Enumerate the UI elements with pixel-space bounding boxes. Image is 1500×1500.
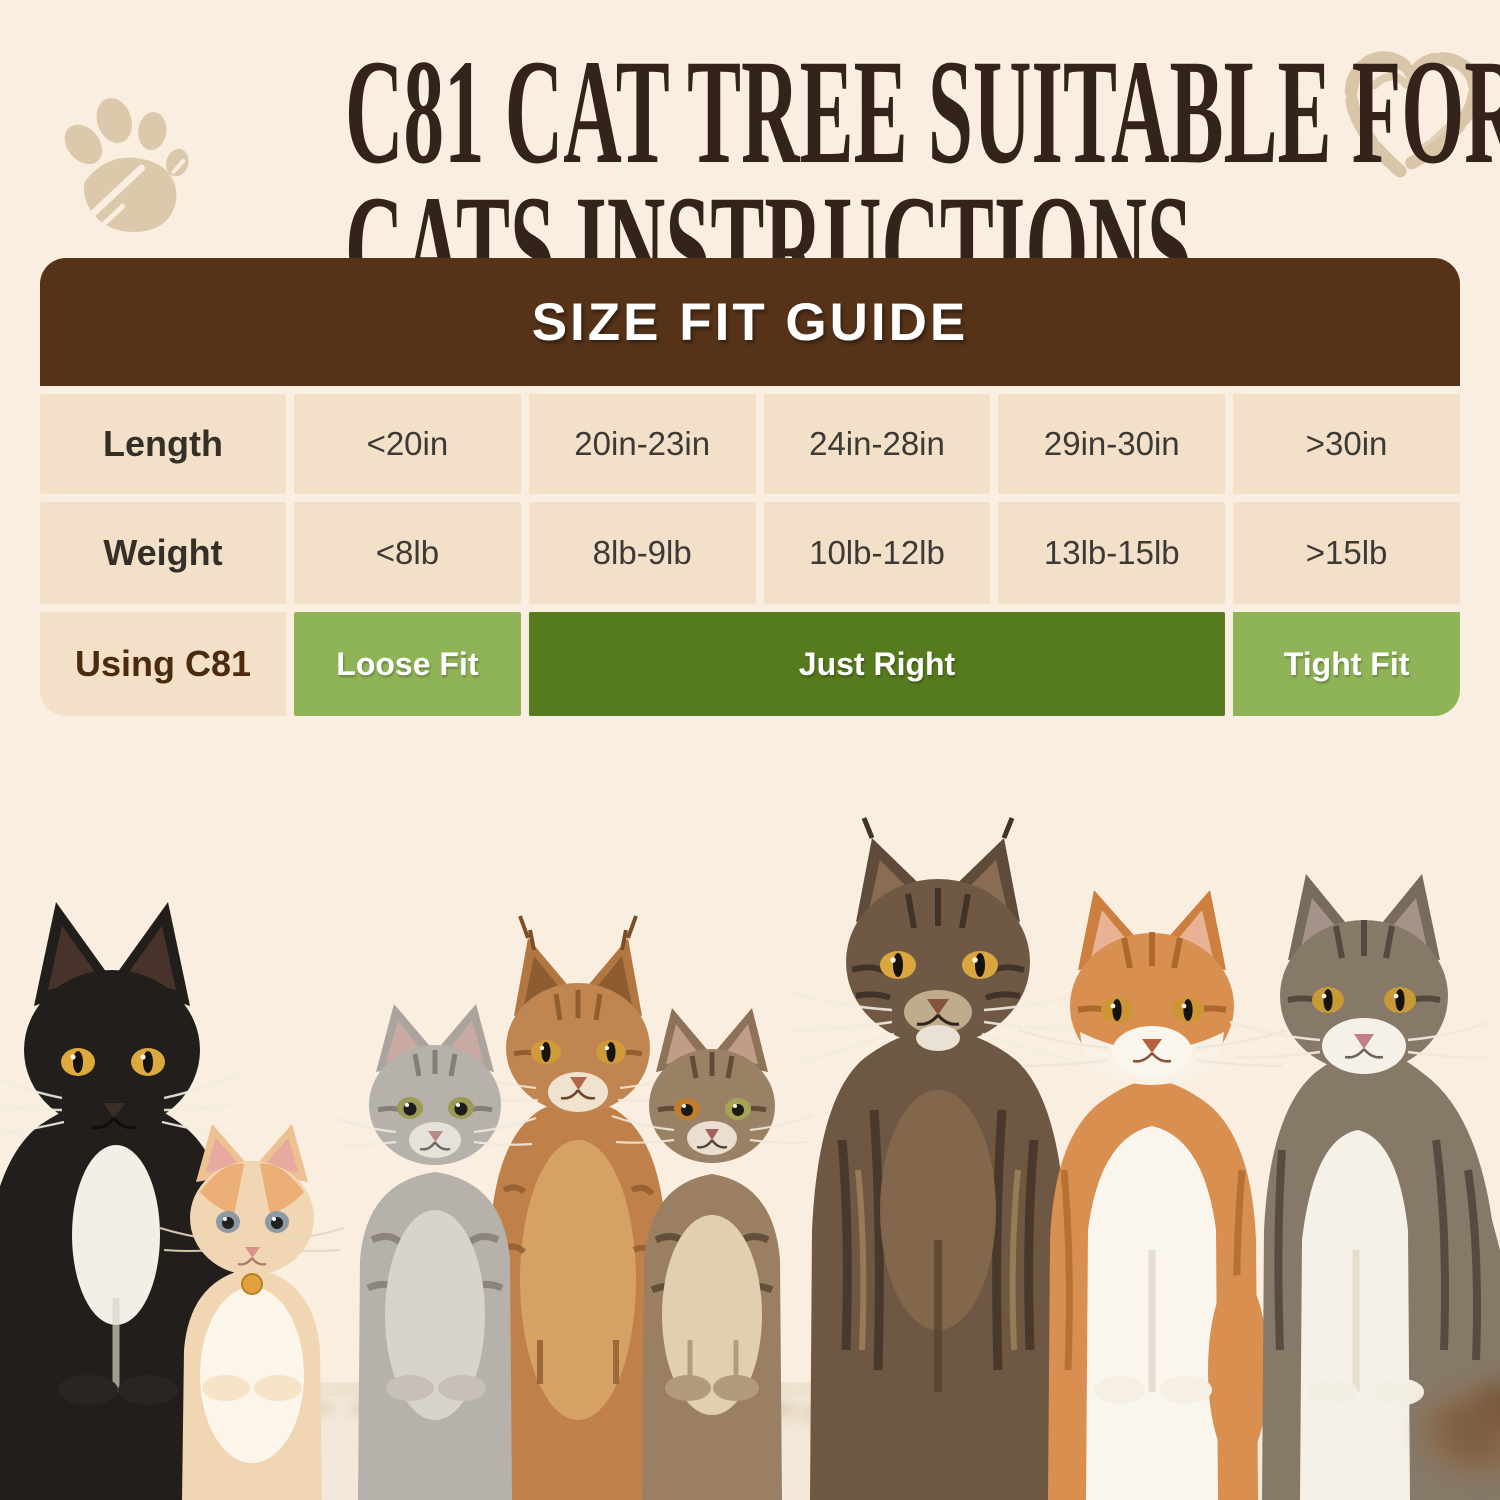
title-line-1: C81 CAT TREE SUITABLE FOR — [344, 29, 1500, 195]
cat-partial-blurred — [1424, 1380, 1500, 1474]
length-value-3: 24in-28in — [763, 394, 991, 494]
weight-row-label: Weight — [40, 502, 286, 604]
length-value-4: 29in-30in — [998, 394, 1226, 494]
size-fit-guide-table: SIZE FIT GUIDE Length <20in 20in-23in 24… — [40, 258, 1460, 716]
cat-orange-white — [1017, 890, 1287, 1500]
cats-photo — [0, 810, 1500, 1500]
fit-loose-cell: Loose Fit — [294, 612, 521, 716]
fit-just-right-cell: Just Right — [528, 612, 1226, 716]
length-value-2: 20in-23in — [528, 394, 756, 494]
length-row-label: Length — [40, 394, 286, 494]
length-value-1: <20in — [294, 394, 521, 494]
weight-value-3: 10lb-12lb — [763, 502, 991, 604]
cat-brown-tabby — [611, 1008, 813, 1500]
weight-value-5: >15lb — [1233, 502, 1460, 604]
weight-value-2: 8lb-9lb — [528, 502, 756, 604]
fit-tight-cell: Tight Fit — [1233, 612, 1460, 716]
size-fit-grid: Length <20in 20in-23in 24in-28in 29in-30… — [40, 394, 1460, 716]
size-fit-guide-heading: SIZE FIT GUIDE — [40, 258, 1460, 386]
sketched-heart-icon — [1326, 30, 1496, 200]
weight-value-1: <8lb — [294, 502, 521, 604]
cat-gray-kitten — [333, 1004, 537, 1500]
cat-cream-kitten — [159, 1124, 345, 1500]
length-value-5: >30in — [1233, 394, 1460, 494]
paw-print-icon — [52, 92, 202, 252]
cat-maine-coon — [787, 817, 1089, 1500]
weight-value-4: 13lb-15lb — [998, 502, 1226, 604]
fit-row-label: Using C81 — [40, 612, 286, 716]
cat-black-tuxedo — [0, 902, 247, 1500]
